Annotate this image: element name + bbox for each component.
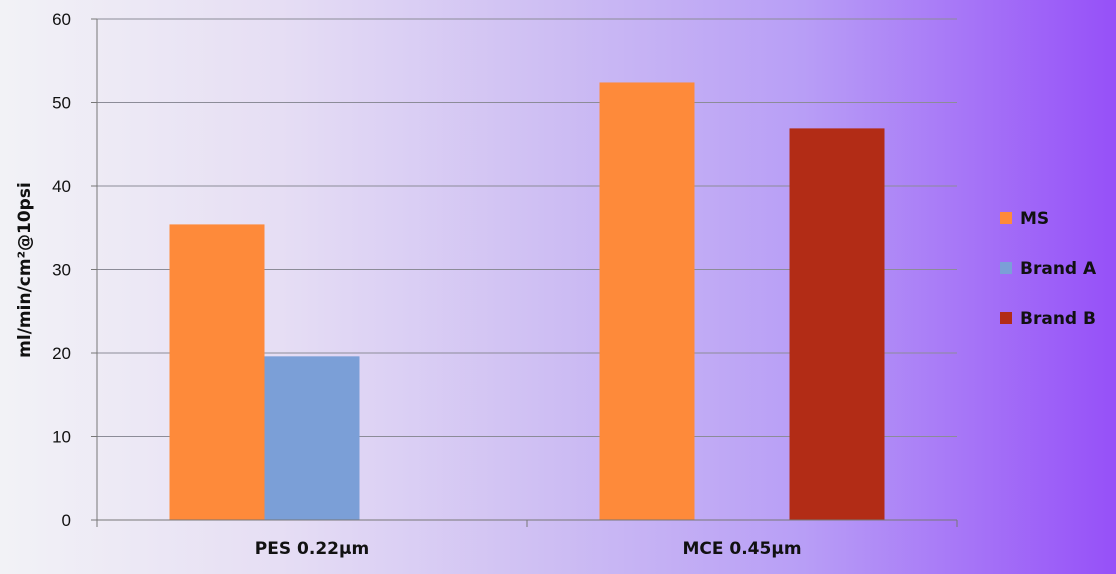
legend: MS Brand A Brand B — [1000, 209, 1097, 329]
y-tick-label: 10 — [52, 428, 71, 447]
bar-brand-b — [789, 128, 885, 520]
legend-label: Brand A — [1020, 259, 1097, 279]
bar-brand-a — [264, 356, 360, 520]
y-tick-label: 40 — [52, 177, 71, 196]
legend-label: MS — [1020, 209, 1049, 229]
legend-swatch — [1000, 262, 1012, 274]
legend-swatch — [1000, 312, 1012, 324]
y-tick-label: 30 — [52, 261, 71, 280]
legend-swatch — [1000, 212, 1012, 224]
bar-ms — [169, 224, 265, 520]
bars — [169, 82, 885, 521]
legend-label: Brand B — [1020, 309, 1096, 329]
y-tick-label: 60 — [52, 10, 71, 29]
bar-ms — [599, 82, 695, 521]
y-tick-label: 20 — [52, 344, 71, 363]
x-category-label: PES 0.22µm — [255, 539, 369, 559]
y-tick-label: 50 — [52, 94, 71, 113]
y-axis-label: ml/min/cm²@10psi — [15, 182, 35, 358]
axis-labels: 0 10 20 30 40 50 60 PES 0.22µm MCE 0.45µm — [52, 10, 801, 559]
x-category-label: MCE 0.45µm — [682, 539, 801, 559]
y-tick-label: 0 — [62, 511, 71, 530]
axes — [91, 18, 958, 527]
